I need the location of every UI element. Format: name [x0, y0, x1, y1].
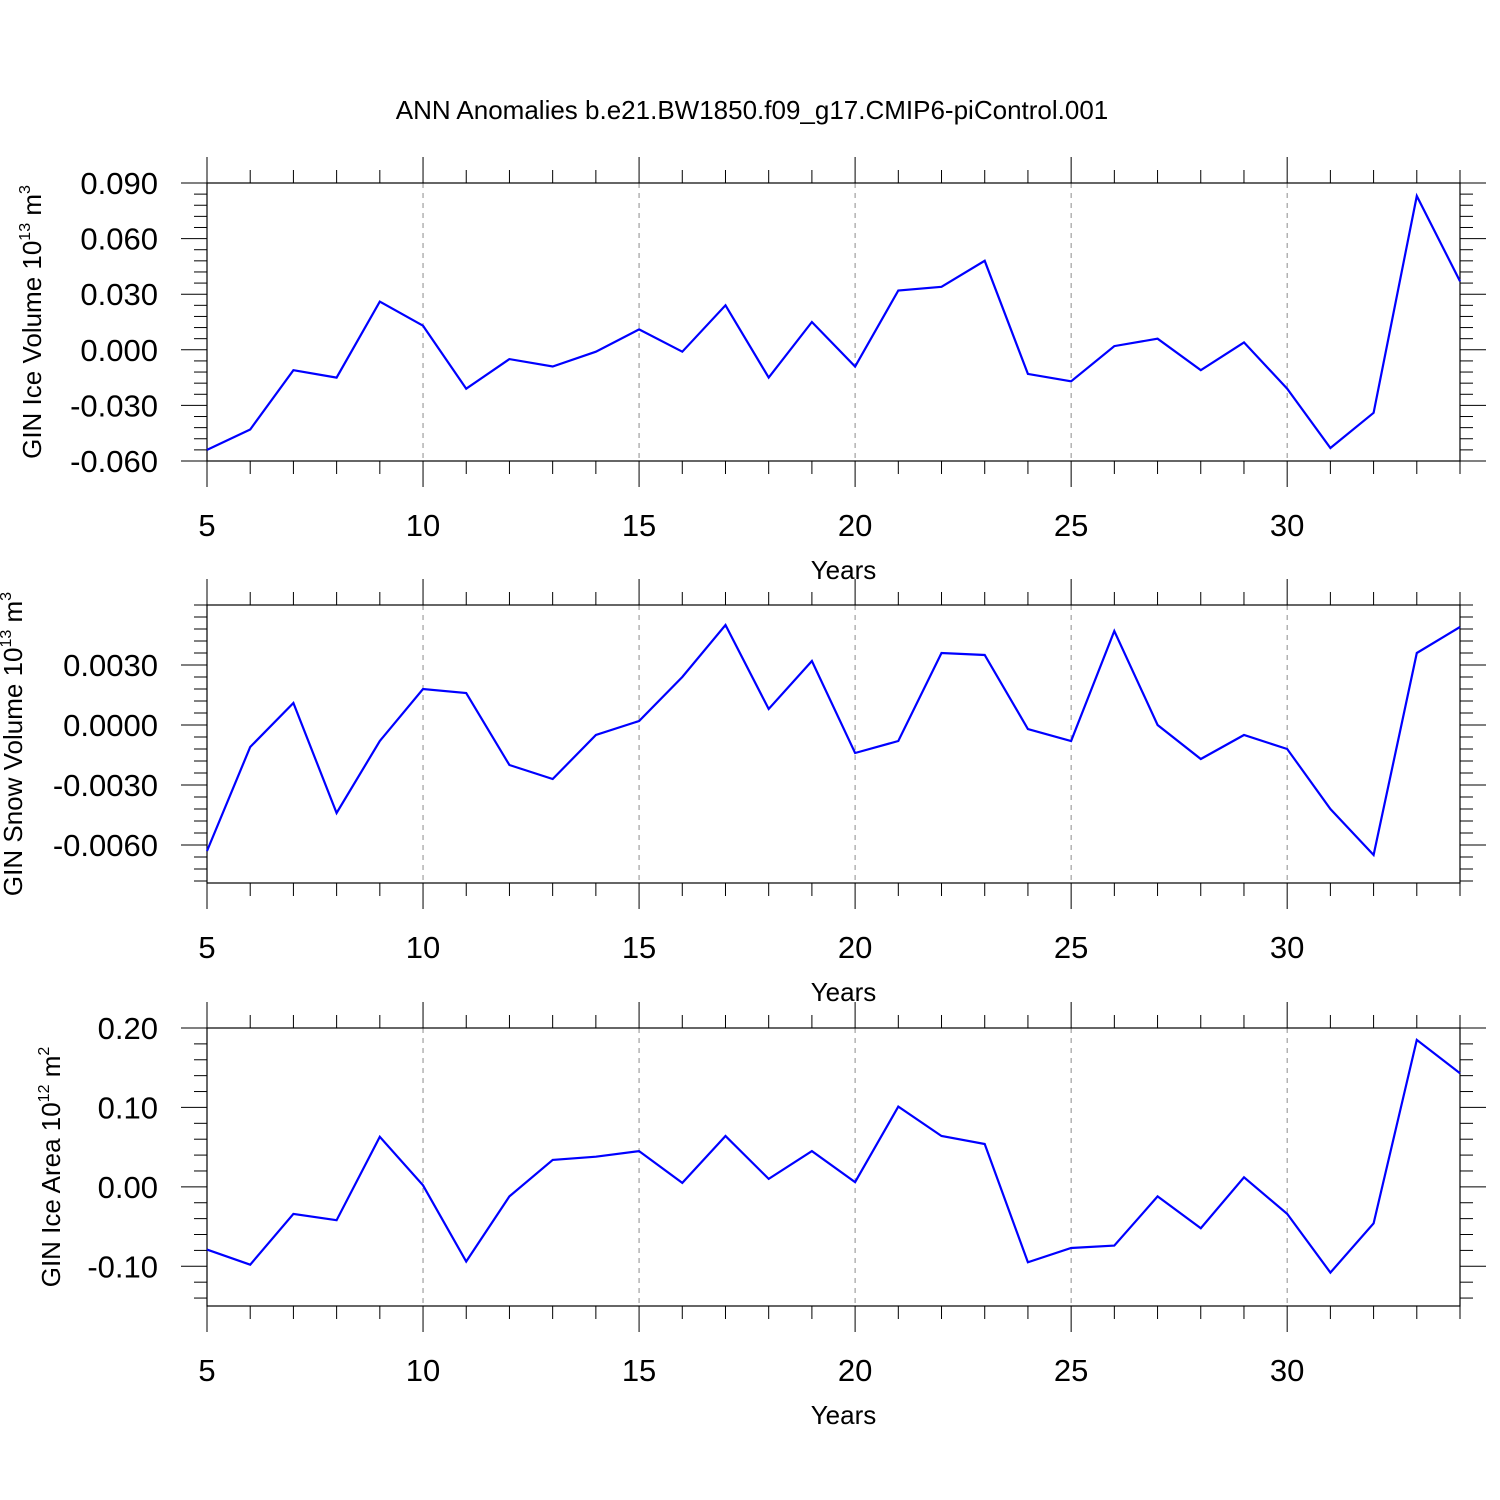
y-tick-label: 0.0030 — [63, 648, 158, 683]
y-tick-label: -0.0030 — [53, 768, 158, 803]
x-tick-label: 5 — [198, 930, 215, 965]
y-tick-label: 0.20 — [98, 1011, 158, 1046]
plot-frame — [206, 182, 1461, 462]
y-tick-label: 0.000 — [80, 333, 158, 368]
x-tick-label: 25 — [1054, 930, 1088, 965]
y-tick-label: 0.00 — [98, 1170, 158, 1205]
x-tick-label: 20 — [838, 1353, 872, 1388]
y-tick-label: 0.0000 — [63, 708, 158, 743]
x-tick-label: 20 — [838, 930, 872, 965]
x-tick-label: 20 — [838, 508, 872, 543]
x-tick-label: 5 — [198, 1353, 215, 1388]
plot-frame — [206, 1027, 1461, 1307]
series-line — [206, 1037, 1461, 1275]
y-tick-label: -0.060 — [70, 444, 158, 479]
panel-3: 5 10 15 20 25 30 -0.10 0.00 0.10 0.20 Years GIN Ice… — [36, 1002, 1486, 1430]
x-axis-label: Years — [811, 555, 877, 585]
x-tick-label: 10 — [406, 1353, 440, 1388]
y-tick-label: -0.030 — [70, 388, 158, 423]
x-tick-label: 30 — [1270, 1353, 1304, 1388]
x-tick-label: 10 — [406, 930, 440, 965]
y-tick-label: 0.10 — [98, 1090, 158, 1125]
series-line — [206, 192, 1461, 451]
y-tick-label: 0.090 — [80, 166, 158, 201]
x-axis-label: Years — [811, 977, 877, 1007]
x-tick-label: 10 — [406, 508, 440, 543]
series-line — [205, 623, 1461, 858]
y-axis-label: GIN Snow Volume 1013 m3 — [0, 592, 28, 896]
plot-frame — [206, 604, 1461, 884]
x-tick-label: 30 — [1270, 930, 1304, 965]
x-tick-label: 5 — [198, 508, 215, 543]
x-tick-label: 15 — [622, 930, 656, 965]
x-tick-label: 15 — [622, 1353, 656, 1388]
x-tick-label: 30 — [1270, 508, 1304, 543]
x-tick-label: 15 — [622, 508, 656, 543]
x-axis-label: Years — [811, 1400, 877, 1430]
panel-1: 5 10 15 20 25 30 -0.060 -0.030 0.000 0.030 0.060 0.… — [17, 157, 1486, 585]
y-axis-label: GIN Ice Volume 1013 m3 — [17, 185, 47, 459]
y-tick-label: 0.060 — [80, 222, 158, 257]
y-tick-label: 0.030 — [80, 277, 158, 312]
x-tick-label: 25 — [1054, 1353, 1088, 1388]
y-axis-label: GIN Ice Area 1012 m2 — [36, 1047, 66, 1288]
y-tick-label: -0.0060 — [53, 828, 158, 863]
x-tick-label: 25 — [1054, 508, 1088, 543]
panel-2: 5 10 15 20 25 30 -0.0060 -0.0030 0.0000 0.0030 Yea… — [0, 579, 1486, 1007]
chart-title: ANN Anomalies b.e21.BW1850.f09_g17.CMIP6… — [396, 95, 1109, 125]
y-tick-label: -0.10 — [87, 1249, 158, 1284]
